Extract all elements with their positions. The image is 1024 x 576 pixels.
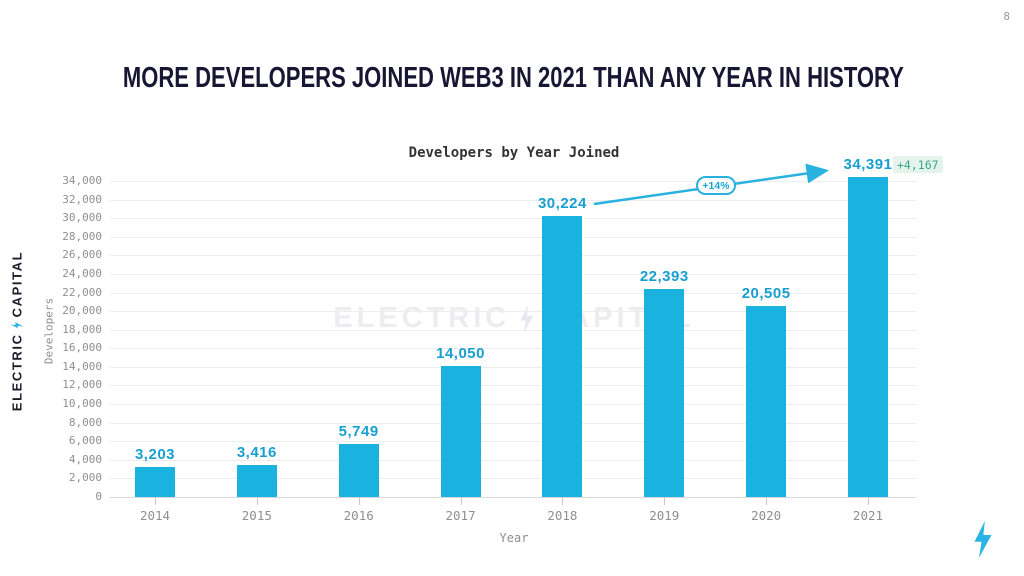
delta-badge: +4,167 xyxy=(893,156,943,173)
gridline xyxy=(110,199,916,201)
y-tick-label: 12,000 xyxy=(62,378,102,392)
lightning-bolt-icon xyxy=(973,521,993,563)
watermark-text-electric: ELECTRIC xyxy=(333,302,511,334)
gridline xyxy=(110,422,916,424)
gridline xyxy=(110,255,916,257)
x-tick-label: 2015 xyxy=(241,508,272,523)
y-tick-label: 34,000 xyxy=(62,174,102,187)
gridline xyxy=(110,292,916,294)
gridline xyxy=(110,497,916,498)
x-axis-tick xyxy=(664,497,666,505)
y-tick-label: 28,000 xyxy=(62,229,102,243)
x-axis-tick xyxy=(460,497,462,505)
y-tick-label: 10,000 xyxy=(62,397,102,411)
x-tick-label: 2018 xyxy=(547,508,578,523)
y-tick-label: 6,000 xyxy=(68,434,102,448)
bar xyxy=(440,366,481,497)
gridline xyxy=(110,218,916,220)
x-axis-tick xyxy=(562,497,564,505)
bar xyxy=(236,465,277,497)
y-tick-label: 24,000 xyxy=(62,266,102,280)
y-tick-label: 8,000 xyxy=(68,415,102,429)
bar-value-label: 5,749 xyxy=(338,422,379,440)
gridline xyxy=(110,181,916,182)
bar xyxy=(644,288,685,497)
y-tick-label: 0 xyxy=(95,490,102,503)
y-tick-label: 32,000 xyxy=(62,192,102,206)
x-axis-tick xyxy=(358,497,360,505)
y-tick-label: 16,000 xyxy=(62,341,102,355)
x-tick-label: 2021 xyxy=(852,508,884,523)
gridline xyxy=(110,366,916,368)
bar xyxy=(135,467,175,497)
x-axis-tick xyxy=(155,497,156,505)
y-tick-label: 14,000 xyxy=(62,359,102,373)
y-tick-label: 20,000 xyxy=(62,304,102,318)
x-axis-title: Year xyxy=(499,531,529,545)
bar xyxy=(847,177,888,497)
page-number: 8 xyxy=(1003,10,1010,23)
gridline xyxy=(110,311,916,313)
slide-title: MORE DEVELOPERS JOINED WEB3 IN 2021 THAN… xyxy=(122,62,904,94)
gridline xyxy=(110,404,916,406)
gridline xyxy=(110,441,916,443)
y-tick-label: 18,000 xyxy=(62,322,102,336)
x-axis-tick xyxy=(766,497,768,505)
growth-badge: +14% xyxy=(696,176,736,195)
x-tick-label: 2016 xyxy=(343,508,374,523)
x-tick-label: 2020 xyxy=(751,508,782,523)
bar xyxy=(338,443,379,497)
gridline xyxy=(110,236,916,238)
y-tick-label: 2,000 xyxy=(68,471,102,485)
bar-value-label: 30,224 xyxy=(537,195,587,213)
y-tick-label: 30,000 xyxy=(62,211,102,225)
x-tick-label: 2014 xyxy=(139,508,171,523)
chart-title: Developers by Year Joined xyxy=(408,145,620,161)
gridline xyxy=(110,273,916,275)
y-tick-label: 26,000 xyxy=(62,248,102,262)
bar-value-label: 34,391 xyxy=(843,156,893,174)
bar-value-label: 20,505 xyxy=(741,285,791,303)
x-tick-label: 2019 xyxy=(649,508,680,523)
x-tick-label: 2017 xyxy=(445,508,476,523)
lightning-bolt-icon xyxy=(518,304,535,333)
lightning-bolt-icon xyxy=(10,321,24,329)
x-axis-tick xyxy=(867,497,869,505)
gridline xyxy=(110,329,916,331)
bar-value-label: 3,416 xyxy=(236,444,277,462)
y-tick-label: 22,000 xyxy=(62,285,102,299)
gridline xyxy=(110,459,916,461)
gridline xyxy=(110,385,916,387)
y-tick-label: 4,000 xyxy=(68,452,102,466)
x-axis-tick xyxy=(256,497,258,505)
bar xyxy=(746,306,787,497)
bar-value-label: 3,203 xyxy=(134,446,176,464)
gridline xyxy=(110,348,916,350)
bar xyxy=(542,216,583,497)
gridline xyxy=(110,478,916,480)
bar-value-label: 14,050 xyxy=(436,345,485,363)
bar-value-label: 22,393 xyxy=(639,267,689,285)
